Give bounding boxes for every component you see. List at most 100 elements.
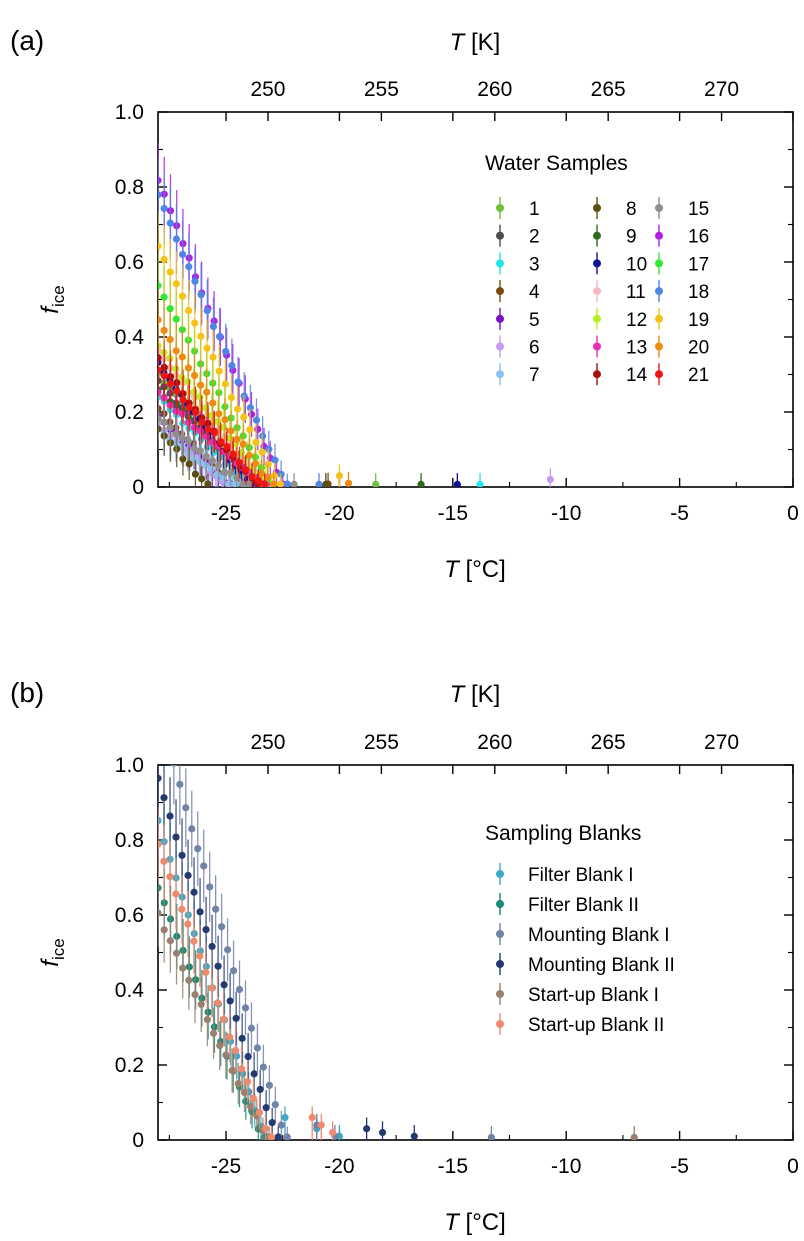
data-point [172, 280, 180, 288]
legend-item: 16 [655, 224, 709, 248]
data-point [242, 466, 250, 474]
legend-label: 18 [688, 282, 709, 303]
x2-tick-label: 250 [250, 731, 285, 754]
legend-label: 13 [626, 338, 647, 359]
data-point [254, 477, 262, 485]
legend-item: 7 [496, 363, 540, 386]
legend-item: 21 [655, 363, 709, 386]
data-point [178, 353, 186, 361]
data-point [209, 353, 217, 361]
y-tick-label: 1.0 [115, 101, 144, 124]
legend-marker [496, 287, 504, 296]
data-point [322, 480, 330, 487]
data-point [166, 219, 174, 227]
data-point [221, 416, 229, 424]
data-point [202, 968, 210, 976]
data-point [216, 1041, 224, 1050]
data-point [184, 920, 192, 928]
x-tick-label: -15 [438, 502, 468, 525]
data-point [214, 999, 222, 1007]
y-tick-label: 1.0 [115, 754, 144, 777]
top-axis-label: T [K] [450, 29, 501, 56]
data-point [204, 1008, 212, 1016]
x2-tick-label: 255 [364, 731, 399, 754]
data-point [231, 480, 239, 487]
data-point [268, 1119, 276, 1127]
x-tick-label: -10 [551, 1155, 581, 1178]
legend-marker [593, 370, 601, 379]
y-tick-label: 0.6 [115, 251, 144, 274]
data-point [263, 473, 272, 482]
data-point [208, 984, 216, 992]
data-point [198, 475, 206, 483]
data-point [240, 1088, 249, 1097]
data-point [160, 326, 168, 335]
data-point [222, 1051, 230, 1059]
legend-item: Filter Blank II [496, 893, 639, 916]
legend-item: 9 [593, 224, 637, 248]
data-point [233, 474, 241, 482]
data-point [178, 292, 187, 300]
data-point [237, 1065, 246, 1073]
series-mounting-blank-i [170, 765, 495, 1140]
data-point [173, 387, 181, 395]
data-point [158, 342, 162, 350]
data-point [179, 396, 187, 404]
data-point [166, 812, 174, 820]
legend-item: 6 [496, 335, 540, 359]
data-point [247, 1103, 255, 1111]
data-point [239, 440, 247, 448]
data-point [202, 452, 210, 460]
legend-label: 2 [529, 227, 540, 248]
legend-marker [496, 870, 504, 878]
data-point [208, 457, 217, 465]
panel-label: (b) [10, 677, 44, 708]
data-point [226, 1033, 234, 1041]
legend-item: 12 [593, 307, 647, 331]
data-point [179, 964, 187, 972]
series-15 [158, 396, 298, 487]
legend-item: 13 [593, 335, 647, 359]
data-point [219, 474, 227, 482]
data-point [308, 1113, 316, 1122]
legend-label: 3 [529, 254, 540, 275]
legend-marker [496, 231, 504, 240]
data-point [281, 1113, 289, 1122]
x-tick-label: -10 [551, 502, 581, 525]
data-point [209, 1029, 218, 1037]
data-point [209, 322, 218, 331]
data-point [487, 1133, 495, 1140]
data-point [258, 448, 266, 456]
x-axis-label: T [°C] [444, 556, 506, 583]
x-tick-label: -15 [438, 1155, 468, 1178]
data-point [178, 433, 186, 442]
x-tick-label: -25 [211, 502, 241, 525]
data-point [158, 909, 162, 917]
data-point [190, 444, 198, 452]
legend-label: Start-up Blank I [528, 985, 659, 1006]
data-point [203, 388, 211, 396]
x-axis-label: T [°C] [444, 1209, 506, 1236]
data-point [172, 407, 180, 415]
data-point [233, 435, 241, 443]
data-point [235, 985, 244, 994]
data-point [210, 429, 219, 437]
data-point [179, 455, 187, 463]
data-point [158, 353, 162, 362]
x2-tick-label: 250 [250, 78, 285, 101]
data-point [453, 480, 461, 487]
data-point [277, 1121, 285, 1129]
data-point [196, 447, 204, 455]
data-point [270, 472, 278, 480]
legend-label: 9 [626, 227, 637, 248]
data-point [208, 942, 216, 951]
data-point [203, 306, 211, 315]
data-point [265, 1081, 273, 1089]
series-19 [158, 211, 344, 487]
data-point [246, 404, 254, 412]
data-point [185, 404, 193, 412]
y-tick-label: 0.8 [115, 176, 144, 199]
data-point [203, 344, 211, 352]
legend-item: 17 [655, 252, 709, 275]
data-point [222, 347, 230, 356]
